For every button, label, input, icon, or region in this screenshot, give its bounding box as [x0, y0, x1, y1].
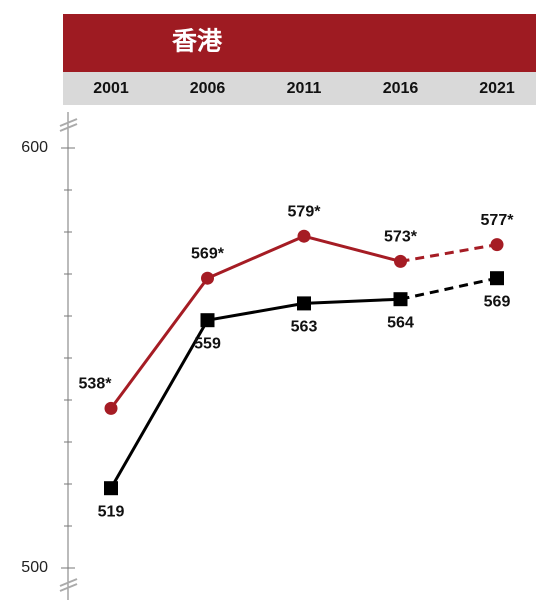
data-label: 538* — [79, 376, 113, 393]
marker — [393, 292, 408, 307]
category-band — [63, 72, 536, 105]
marker — [297, 296, 311, 311]
data-label: 559 — [194, 335, 221, 352]
marker — [490, 271, 504, 286]
data-label: 564 — [387, 314, 414, 331]
line — [109, 297, 401, 489]
x-tick-label: 2021 — [479, 80, 515, 97]
data-label: 563 — [291, 319, 318, 336]
x-tick-label: 2001 — [93, 80, 129, 97]
marker — [104, 481, 118, 496]
header-band — [63, 14, 536, 72]
marker — [200, 313, 215, 328]
x-tick-label: 2011 — [287, 80, 322, 97]
line — [109, 234, 401, 410]
line-projection — [400, 276, 498, 301]
y-tick-label: 600 — [21, 139, 48, 156]
chart-title: 香港 — [172, 27, 223, 56]
marker — [104, 401, 118, 415]
data-label: 569 — [484, 293, 511, 310]
data-label: 577* — [481, 212, 515, 229]
data-label: 573* — [384, 229, 418, 246]
line-projection — [400, 243, 498, 263]
marker — [394, 254, 407, 268]
marker — [201, 271, 214, 285]
y-tick-label: 500 — [21, 559, 48, 576]
data-label: 579* — [288, 203, 322, 220]
data-label: 519 — [98, 503, 125, 520]
marker — [297, 229, 311, 243]
data-label: 569* — [191, 245, 225, 262]
x-tick-label: 2016 — [383, 80, 419, 97]
x-tick-label: 2006 — [190, 80, 226, 97]
axis-break — [59, 118, 78, 592]
marker — [490, 238, 504, 252]
